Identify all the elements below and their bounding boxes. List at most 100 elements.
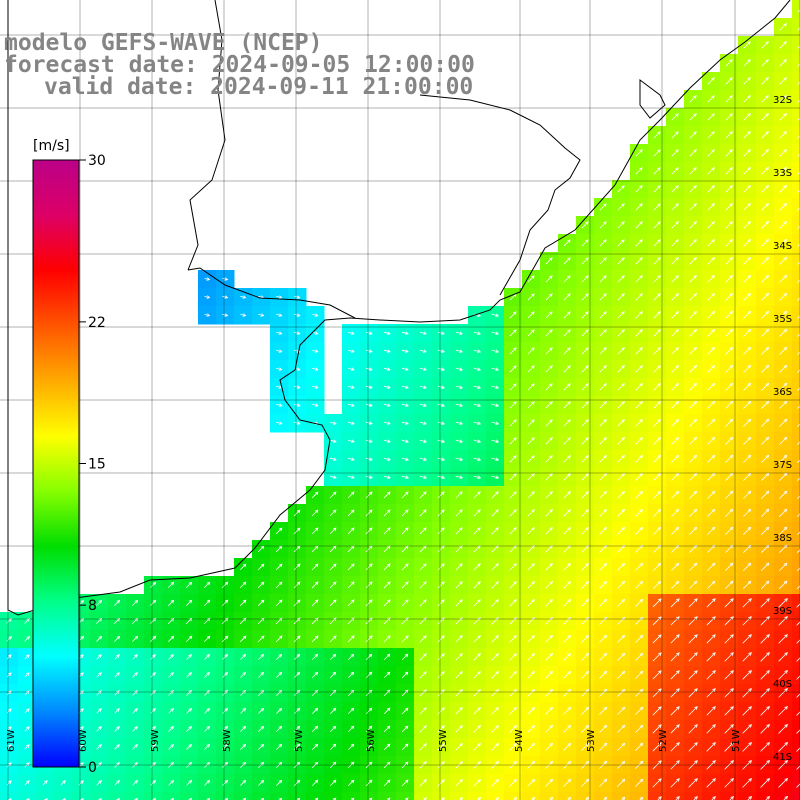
wind-arrow	[347, 527, 355, 535]
wind-cell	[792, 702, 800, 721]
wind-arrow	[239, 581, 247, 589]
wind-arrow	[240, 653, 247, 660]
wind-arrow	[743, 418, 752, 427]
wind-arrow	[419, 331, 427, 335]
wind-arrow	[688, 706, 698, 716]
wind-arrow	[455, 689, 463, 697]
wind-cell	[36, 792, 55, 800]
wind-arrow	[491, 635, 499, 643]
wind-cell	[792, 432, 800, 451]
wind-arrow	[329, 779, 337, 787]
latitude-label: 37S	[773, 460, 792, 471]
wind-arrow	[545, 491, 553, 499]
wind-arrow	[294, 421, 301, 425]
wind-arrow	[707, 131, 715, 139]
wind-arrow	[132, 672, 138, 678]
wind-arrow	[170, 797, 175, 800]
wind-arrow	[653, 149, 661, 157]
wind-arrow	[725, 203, 733, 211]
wind-arrow	[222, 725, 229, 732]
wind-arrow	[779, 364, 788, 373]
wind-arrow	[473, 527, 481, 535]
latitude-label: 40S	[773, 679, 792, 690]
wind-arrow	[509, 509, 517, 517]
wind-arrow	[455, 779, 463, 787]
wind-cell	[486, 792, 505, 800]
wind-arrow	[761, 274, 770, 283]
wind-arrow	[222, 277, 229, 281]
wind-arrow	[437, 367, 445, 371]
wind-arrow	[368, 797, 373, 800]
wind-cell	[792, 396, 800, 415]
wind-arrow	[724, 634, 734, 644]
wind-arrow	[240, 313, 247, 317]
wind-arrow	[401, 743, 409, 751]
wind-arrow	[347, 635, 355, 643]
wind-arrow	[742, 652, 752, 662]
wind-cell	[792, 612, 800, 631]
rio-de-la-plata-north-shore	[187, 267, 356, 319]
wind-arrow	[329, 509, 337, 517]
wind-arrow	[725, 185, 733, 193]
wind-cell	[792, 774, 800, 793]
wind-arrow	[204, 779, 211, 786]
wind-arrow	[653, 203, 661, 211]
wind-arrow	[797, 477, 800, 481]
wind-arrow	[563, 527, 571, 535]
wind-cell	[18, 792, 37, 800]
wind-arrow	[797, 243, 800, 247]
wind-arrow	[437, 743, 445, 751]
wind-arrow	[796, 675, 800, 680]
wind-arrow	[312, 313, 319, 317]
wind-arrow	[347, 403, 355, 407]
wind-arrow	[276, 779, 283, 786]
wind-arrow	[761, 167, 769, 175]
wind-arrow	[437, 475, 446, 479]
wind-arrow	[599, 293, 607, 301]
wind-arrow	[635, 257, 643, 265]
wind-arrow	[581, 580, 590, 589]
wind-arrow	[383, 491, 391, 499]
wind-arrow	[258, 313, 265, 317]
wind-arrow	[725, 562, 734, 571]
wind-arrow	[258, 653, 265, 660]
wind-arrow	[222, 689, 229, 696]
wind-arrow	[455, 367, 464, 371]
wind-arrow	[797, 369, 800, 373]
wind-arrow	[797, 63, 800, 67]
wind-arrow	[796, 603, 800, 608]
wind-arrow	[545, 401, 553, 409]
wind-arrow	[725, 77, 733, 85]
lagoon	[639, 79, 666, 119]
wind-arrow	[599, 598, 608, 607]
wind-arrow	[581, 437, 589, 445]
wind-arrow	[670, 688, 680, 698]
wind-arrow	[383, 599, 391, 607]
wind-arrow	[134, 798, 138, 800]
wind-arrow	[743, 436, 752, 445]
wind-arrow	[635, 616, 644, 625]
wind-arrow	[437, 421, 446, 425]
wind-arrow	[689, 329, 697, 337]
wind-arrow	[761, 418, 770, 427]
wind-arrow	[186, 779, 193, 786]
wind-arrow	[599, 257, 607, 265]
wind-arrow	[419, 527, 427, 535]
wind-cell	[792, 270, 800, 289]
wind-arrow	[545, 724, 554, 733]
wind-arrow	[401, 331, 409, 335]
wind-arrow	[347, 563, 355, 571]
wind-arrow	[419, 581, 427, 589]
wind-arrow	[491, 457, 500, 462]
wind-cell	[792, 306, 800, 325]
wind-arrow	[617, 616, 626, 625]
wind-arrow	[150, 779, 157, 786]
wind-arrow	[455, 475, 464, 479]
wind-arrow	[186, 743, 193, 750]
wind-arrow	[765, 795, 771, 800]
wind-arrow	[491, 475, 500, 480]
wind-arrow	[563, 599, 571, 607]
wind-arrow	[653, 185, 661, 193]
wind-arrow	[383, 367, 391, 371]
wind-cell	[432, 792, 451, 800]
